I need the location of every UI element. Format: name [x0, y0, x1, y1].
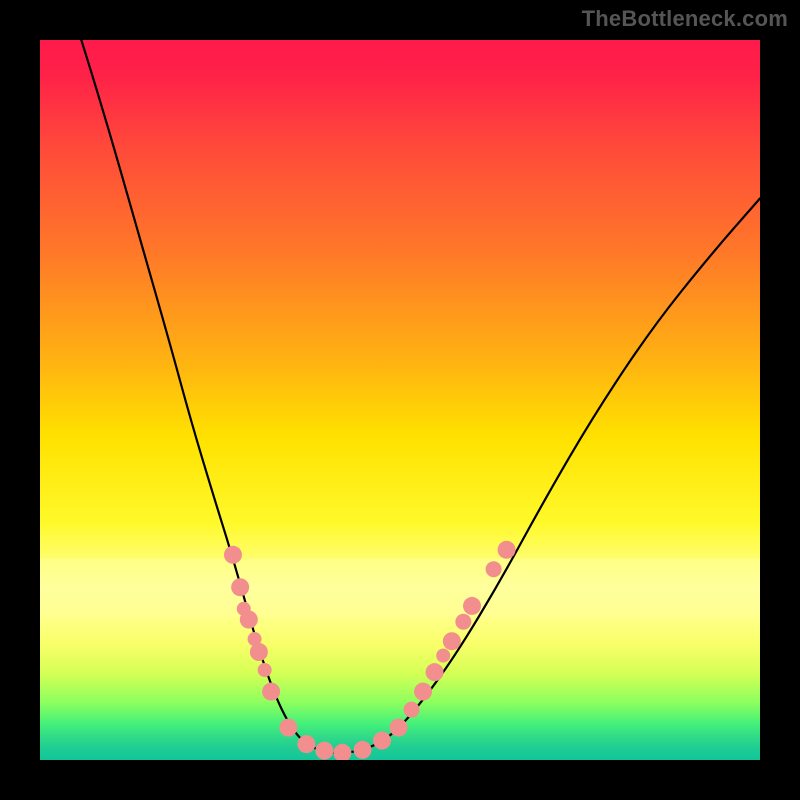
- data-point-right: [436, 649, 450, 663]
- data-point-valley: [354, 741, 372, 759]
- data-point-left: [240, 611, 258, 629]
- plot-svg: [40, 40, 760, 760]
- data-point-right: [486, 561, 502, 577]
- data-point-right: [455, 614, 471, 630]
- data-point-valley: [373, 732, 391, 750]
- data-point-valley: [297, 735, 315, 753]
- data-point-left: [262, 683, 280, 701]
- data-point-left: [224, 546, 242, 564]
- data-point-valley: [315, 742, 333, 760]
- plot-area: [40, 40, 760, 760]
- data-point-right: [463, 597, 481, 615]
- data-point-right: [414, 683, 432, 701]
- chart-container: TheBottleneck.com: [0, 0, 800, 800]
- data-point-valley: [279, 719, 297, 737]
- data-point-right: [498, 541, 516, 559]
- data-point-left: [250, 643, 268, 661]
- data-point-right: [390, 719, 408, 737]
- gradient-background: [40, 40, 760, 760]
- data-point-right: [404, 702, 420, 718]
- data-point-left: [258, 663, 272, 677]
- data-point-left: [231, 578, 249, 596]
- highlight-band: [40, 558, 760, 616]
- data-point-right: [426, 663, 444, 681]
- watermark-text: TheBottleneck.com: [582, 6, 788, 32]
- data-point-right: [443, 632, 461, 650]
